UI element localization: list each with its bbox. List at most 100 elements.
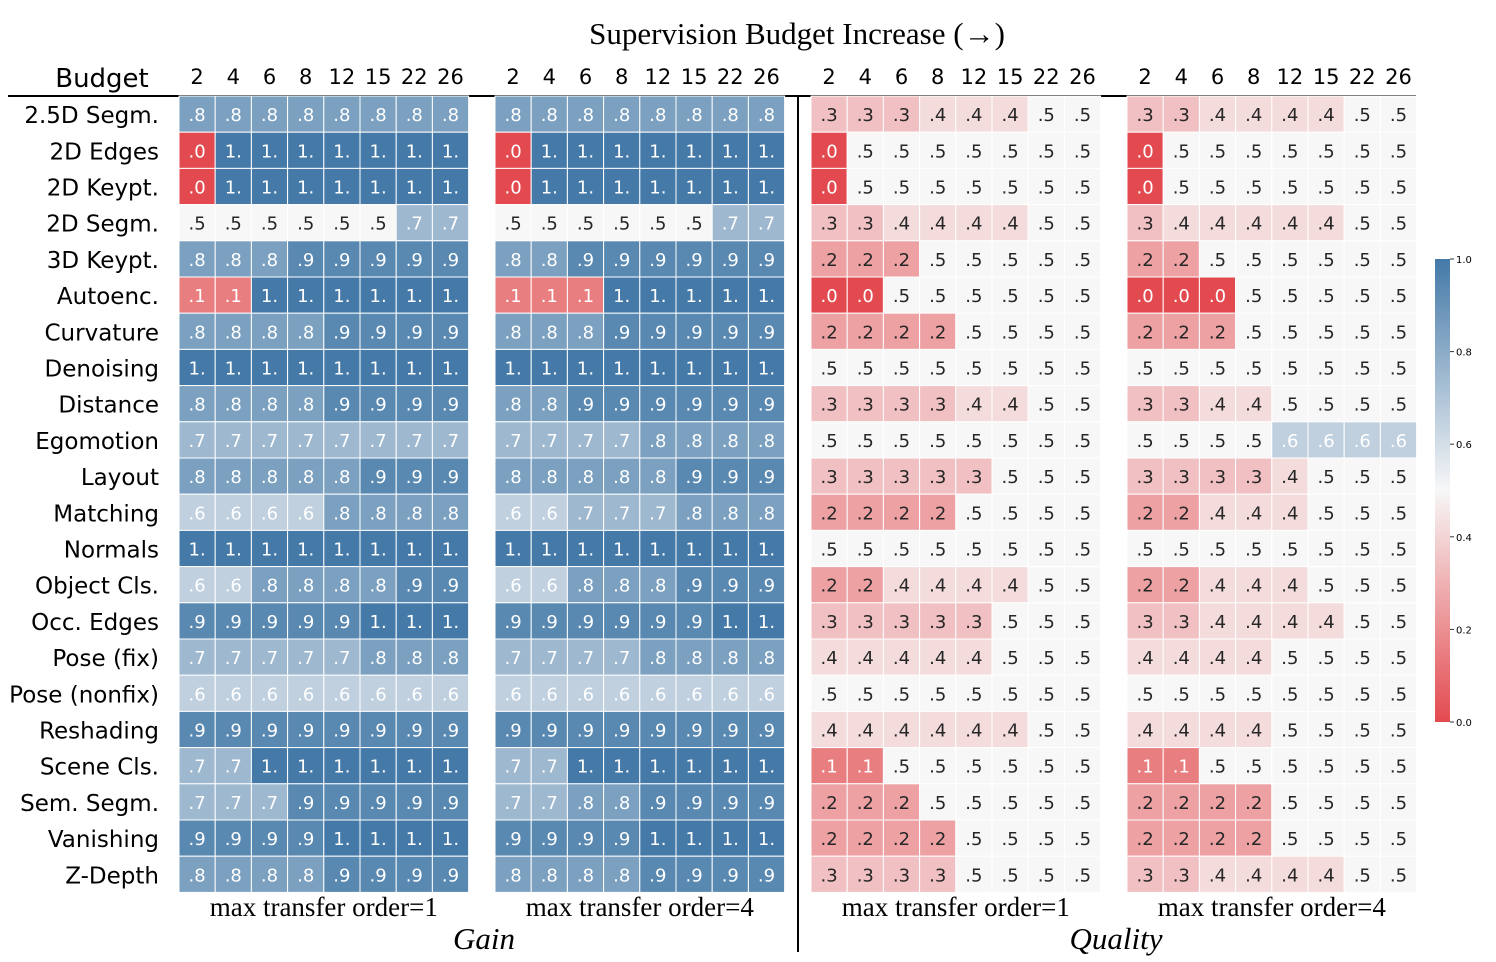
heatmap-cell <box>287 783 325 821</box>
heatmap-cell <box>494 95 532 133</box>
cell-value-label: .8 <box>297 576 314 597</box>
cell-value-label: .8 <box>261 322 278 343</box>
heatmap-cell <box>287 710 325 749</box>
cell-value-label: .2 <box>1209 322 1226 343</box>
cell-value-label: .2 <box>929 503 946 524</box>
heatmap-cell <box>639 312 677 350</box>
cell-value-label: .2 <box>821 250 838 271</box>
cell-value-label: .9 <box>541 721 558 742</box>
cell-value-label: .8 <box>577 467 594 488</box>
cell-value-label: .9 <box>189 721 206 742</box>
cell-value-label: .8 <box>225 105 242 126</box>
budget-tick: 8 <box>931 65 944 89</box>
heatmap-cell <box>955 819 993 857</box>
heatmap-cell <box>1027 240 1065 278</box>
heatmap-cell <box>991 131 1029 169</box>
heatmap-cell <box>1063 385 1102 423</box>
heatmap-cell <box>287 747 325 785</box>
cell-value-label: .9 <box>505 612 522 633</box>
heatmap-cell <box>1271 204 1309 242</box>
cell-value-label: .9 <box>649 793 666 814</box>
cell-value-label: .4 <box>1002 214 1019 235</box>
cell-value-label: 1. <box>686 540 703 561</box>
heatmap-cell <box>882 674 921 712</box>
cell-value-label: .9 <box>442 721 459 742</box>
cell-value-label: .2 <box>857 793 874 814</box>
cell-value-label: .9 <box>722 865 739 886</box>
heatmap-cell <box>639 348 677 387</box>
heatmap-cell <box>1027 312 1065 350</box>
heatmap-cell <box>1063 819 1102 857</box>
cell-value-label: .5 <box>1002 503 1019 524</box>
cell-value-label: .8 <box>505 250 522 271</box>
heatmap-cell <box>1027 385 1065 423</box>
heatmap-cell <box>955 638 993 676</box>
cell-value-label: 1. <box>370 178 387 199</box>
cell-value-label: .4 <box>965 721 982 742</box>
cell-value-label: .5 <box>1002 250 1019 271</box>
heatmap-cell <box>747 747 786 785</box>
cell-value-label: .1 <box>1137 757 1154 778</box>
heatmap-cell <box>214 493 252 531</box>
cell-value-label: .5 <box>1137 431 1154 452</box>
heatmap-cell <box>1063 131 1102 169</box>
cell-value-label: .1 <box>189 286 206 307</box>
heatmap-cell <box>1063 95 1102 133</box>
colorbar-tick-label: 0.4 <box>1456 533 1472 544</box>
cell-value-label: .5 <box>821 431 838 452</box>
cell-value-label: 1. <box>225 540 242 561</box>
heatmap-cell <box>639 710 677 749</box>
budget-tick: 26 <box>1385 65 1412 89</box>
cell-value-label: .5 <box>1245 178 1262 199</box>
cell-value-label: .5 <box>1390 612 1407 633</box>
cell-value-label: .9 <box>758 721 775 742</box>
panel-label: max transfer order=1 <box>210 892 438 922</box>
cell-value-label: .6 <box>225 684 242 705</box>
cell-value-label: .9 <box>505 721 522 742</box>
heatmap-cell <box>639 493 677 531</box>
cell-value-label: .9 <box>649 865 666 886</box>
cell-value-label: .2 <box>1245 829 1262 850</box>
cell-value-label: .5 <box>1038 793 1055 814</box>
heatmap-cell <box>566 855 605 893</box>
cell-value-label: .3 <box>893 105 910 126</box>
cell-value-label: .4 <box>1173 214 1190 235</box>
cell-value-label: .5 <box>1245 684 1262 705</box>
cell-value-label: .5 <box>929 359 946 380</box>
panel-quality-3: 2 4 6 8 12 15 22 26 .3 .3 .4 .4 .4 .4 .5 .5 .0 .5 .5 .5 .5 .5… <box>1126 65 1418 922</box>
cell-value-label: 1. <box>758 359 775 380</box>
heatmap-cell <box>431 457 470 495</box>
heatmap-cell <box>846 131 884 169</box>
heatmap-cell <box>1379 421 1418 459</box>
cell-value-label: 1. <box>577 359 594 380</box>
cell-value-label: 1. <box>442 829 459 850</box>
cell-value-label: .5 <box>1137 359 1154 380</box>
heatmap-cell <box>1379 240 1418 278</box>
heatmap-cell <box>1343 95 1381 133</box>
cell-value-label: .2 <box>1173 793 1190 814</box>
heatmap-cell <box>1027 276 1065 314</box>
cell-value-label: .5 <box>1038 286 1055 307</box>
cell-value-label: .5 <box>1318 286 1335 307</box>
cell-value-label: .5 <box>893 757 910 778</box>
cell-value-label: .4 <box>1209 503 1226 524</box>
cell-value-label: .8 <box>333 503 350 524</box>
cell-value-label: .3 <box>857 612 874 633</box>
heatmap-cell <box>1063 276 1102 314</box>
cell-value-label: .9 <box>613 250 630 271</box>
cell-value-label: .5 <box>965 503 982 524</box>
heatmap-cell <box>1063 204 1102 242</box>
cell-value-label: .4 <box>893 576 910 597</box>
heatmap-cell <box>566 493 605 531</box>
cell-value-label: .8 <box>189 105 206 126</box>
heatmap-cell <box>566 240 605 278</box>
cell-value-label: .7 <box>613 431 630 452</box>
heatmap-cell <box>711 566 749 604</box>
heatmap-cell <box>214 457 252 495</box>
heatmap-cell <box>919 421 957 459</box>
cell-value-label: .8 <box>370 648 387 669</box>
heatmap-cell <box>1379 457 1418 495</box>
heatmap-cell <box>1063 529 1102 568</box>
heatmap-cell <box>1126 710 1164 749</box>
cell-value-label: .4 <box>857 648 874 669</box>
